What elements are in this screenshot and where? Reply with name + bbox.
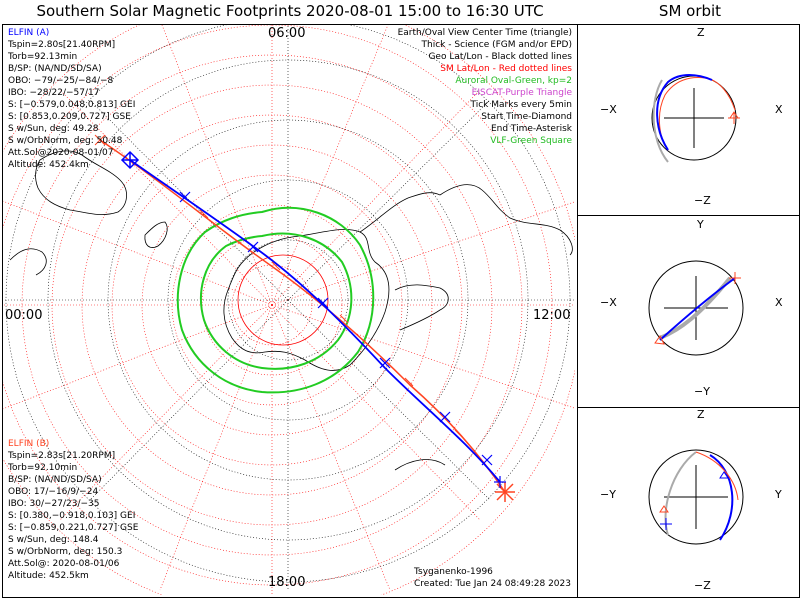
orbit-panel-yz [648,449,744,545]
orbit-yz-b-marker [659,505,669,513]
orbit-panel-xy [648,260,744,356]
orbit-yz-left-label: −Y [600,488,616,501]
south-america-outline [439,184,573,256]
orbit-xz-b-asterisk [728,112,740,124]
orbit-xy-elfin-a [659,277,736,341]
footer-created: Created: Tue Jan 24 08:49:28 2023 [414,579,571,589]
elfin-b-start-mark [94,134,106,146]
sm-pole-circle [237,254,329,346]
elfin-a-line: S w/OrbNorm, deg: 50.48 [8,136,123,146]
elfin-b-line: Altitude: 452.5km [8,571,89,581]
elfin-a-info: ELFIN (A) Tspin=2.80s[21.40RPM] Torb=92.… [8,27,135,171]
new-zealand-outline [144,221,168,248]
legend-item: Start Time-Diamond [481,112,572,122]
legend-item: Geo Lat/Lon - Black dotted lines [428,52,572,62]
elfin-b-line: Torb=92.10min [8,463,78,473]
elfin-b-line: B/SP: (NA/ND/SD/SA) [8,475,102,485]
australia-outline [35,150,127,215]
elfin-b-line: Tspin=2.83s[21.20RPM] [8,451,116,461]
legend-item: Earth/Oval View Center Time (triangle) [397,28,572,38]
elfin-a-ticks [179,191,493,466]
elfin-a-line: B/SP: (NA/ND/SD/SA) [8,64,102,74]
coastlines [9,150,573,471]
clock-label-right: 12:00 [533,308,571,323]
elfin-a-line: S w/Sun, deg: 49.28 [8,124,99,134]
orbit-yz-elfin-b [695,451,739,501]
orbit-title: SM orbit [658,2,722,20]
antarctic-peninsula-outline [359,192,441,233]
elfin-a-path [129,159,501,483]
orbit-yz-right-label: Y [775,488,782,501]
page-title: Southern Solar Magnetic Footprints 2020-… [36,2,544,20]
auroral-oval-outer [176,206,375,394]
elfin-b-line: S w/OrbNorm, deg: 150.3 [8,547,123,557]
clock-label-bottom: 18:00 [268,575,306,590]
elfin-a-line: Altitude: 452.4km [8,160,89,170]
elfin-a-line: Att.Sol@2020-08-01/07 [8,148,114,158]
orbit-xy-b-marker [654,335,665,345]
orbit-yz-a-asterisk [660,518,672,530]
orbit-xz-elfin-a [656,74,713,151]
elfin-b-info: ELFIN (B) Tspin=2.83s[21.20RPM] Torb=92.… [8,438,138,582]
coastline-south-bottom [394,459,446,471]
geo-grid [3,25,575,590]
south-africa-outline [394,284,449,331]
legend: Earth/Oval View Center Time (triangle) T… [398,27,572,147]
orbit-xy-b-asterisk [729,272,741,284]
orbit-xz-right-label: X [775,103,783,116]
orbit-yz-elfin-a [709,454,734,541]
orbit-xz-elfin-b [658,77,736,151]
elfin-a-line: Torb=92.13min [8,52,78,62]
elfin-b-line: Att.Sol@: 2020-08-01/06 [8,559,120,569]
auroral-oval [176,206,375,394]
legend-item: EISCAT-Purple Triangle [471,88,572,98]
antarctica-outline [223,229,390,371]
orbit-xz-shadow [652,79,669,163]
legend-item: End Time-Asterisk [490,124,572,134]
elfin-a-end-asterisk [494,476,506,488]
elfin-b-line: IBO: 30/−27/23/−35 [8,499,100,509]
orbit-yz-top-label: Z [697,408,705,421]
elfin-b-ticks [199,209,464,439]
elfin-b-end-asterisk [495,482,515,502]
footer-model: Tsyganenko-1996 [414,567,493,577]
elfin-b-line: OBO: 17/−16/9/−24 [8,487,99,497]
legend-item: Tick Marks every 5min [470,100,572,110]
legend-item: Auroral Oval-Green, kp=2 [455,76,572,86]
legend-item: SM Lat/Lon - Red dotted lines [440,64,572,74]
elfin-a-line: S: [−0.579,0.048,0.813] GEI [8,100,136,110]
coastline-south-left [9,248,47,276]
orbit-panel-xz [651,74,740,163]
elfin-b-line: S: [0.380,−0.918,0.103] GEI [8,511,136,521]
elfin-a-line: Tspin=2.80s[21.40RPM] [8,40,116,50]
orbit-xz-left-label: −X [600,103,617,116]
orbit-xz-top-label: Z [697,26,705,39]
orbit-xz-bottom-label: −Z [694,194,711,207]
elfin-b-track [99,139,506,493]
clock-label-left: 00:00 [5,308,43,323]
elfin-b-line: S: [−0.859,0.221,0.727] GSE [8,523,139,533]
clock-label-top: 06:00 [268,26,306,41]
orbit-yz-shadow [664,451,697,536]
elfin-b-path [99,139,506,493]
elfin-b-line: S w/Sun, deg: 148.4 [8,535,99,545]
legend-item: VLF-Green Square [490,136,572,146]
elfin-a-line: S: [0.853,0.209,0.727] GSE [8,112,131,122]
orbit-yz-a-marker [719,471,729,479]
elfin-a-start-diamond [120,150,140,170]
orbit-yz-bottom-label: −Z [694,579,711,592]
legend-item: Thick - Science (FGM and/or EPD) [421,40,572,50]
elfin-a-name: ELFIN (A) [8,28,50,38]
orbit-xy-right-label: X [775,296,783,309]
orbit-xy-bottom-label: −Y [694,385,710,398]
orbit-xy-top-label: Y [697,218,704,231]
elfin-a-track [129,159,501,483]
elfin-a-line: IBO: −28/22/−57/17 [8,88,100,98]
auroral-oval-inner [200,232,353,370]
orbit-xy-left-label: −X [600,296,617,309]
elfin-b-name: ELFIN (B) [8,439,50,449]
elfin-a-line: OBO: −79/−25/−84/−8 [8,76,114,86]
